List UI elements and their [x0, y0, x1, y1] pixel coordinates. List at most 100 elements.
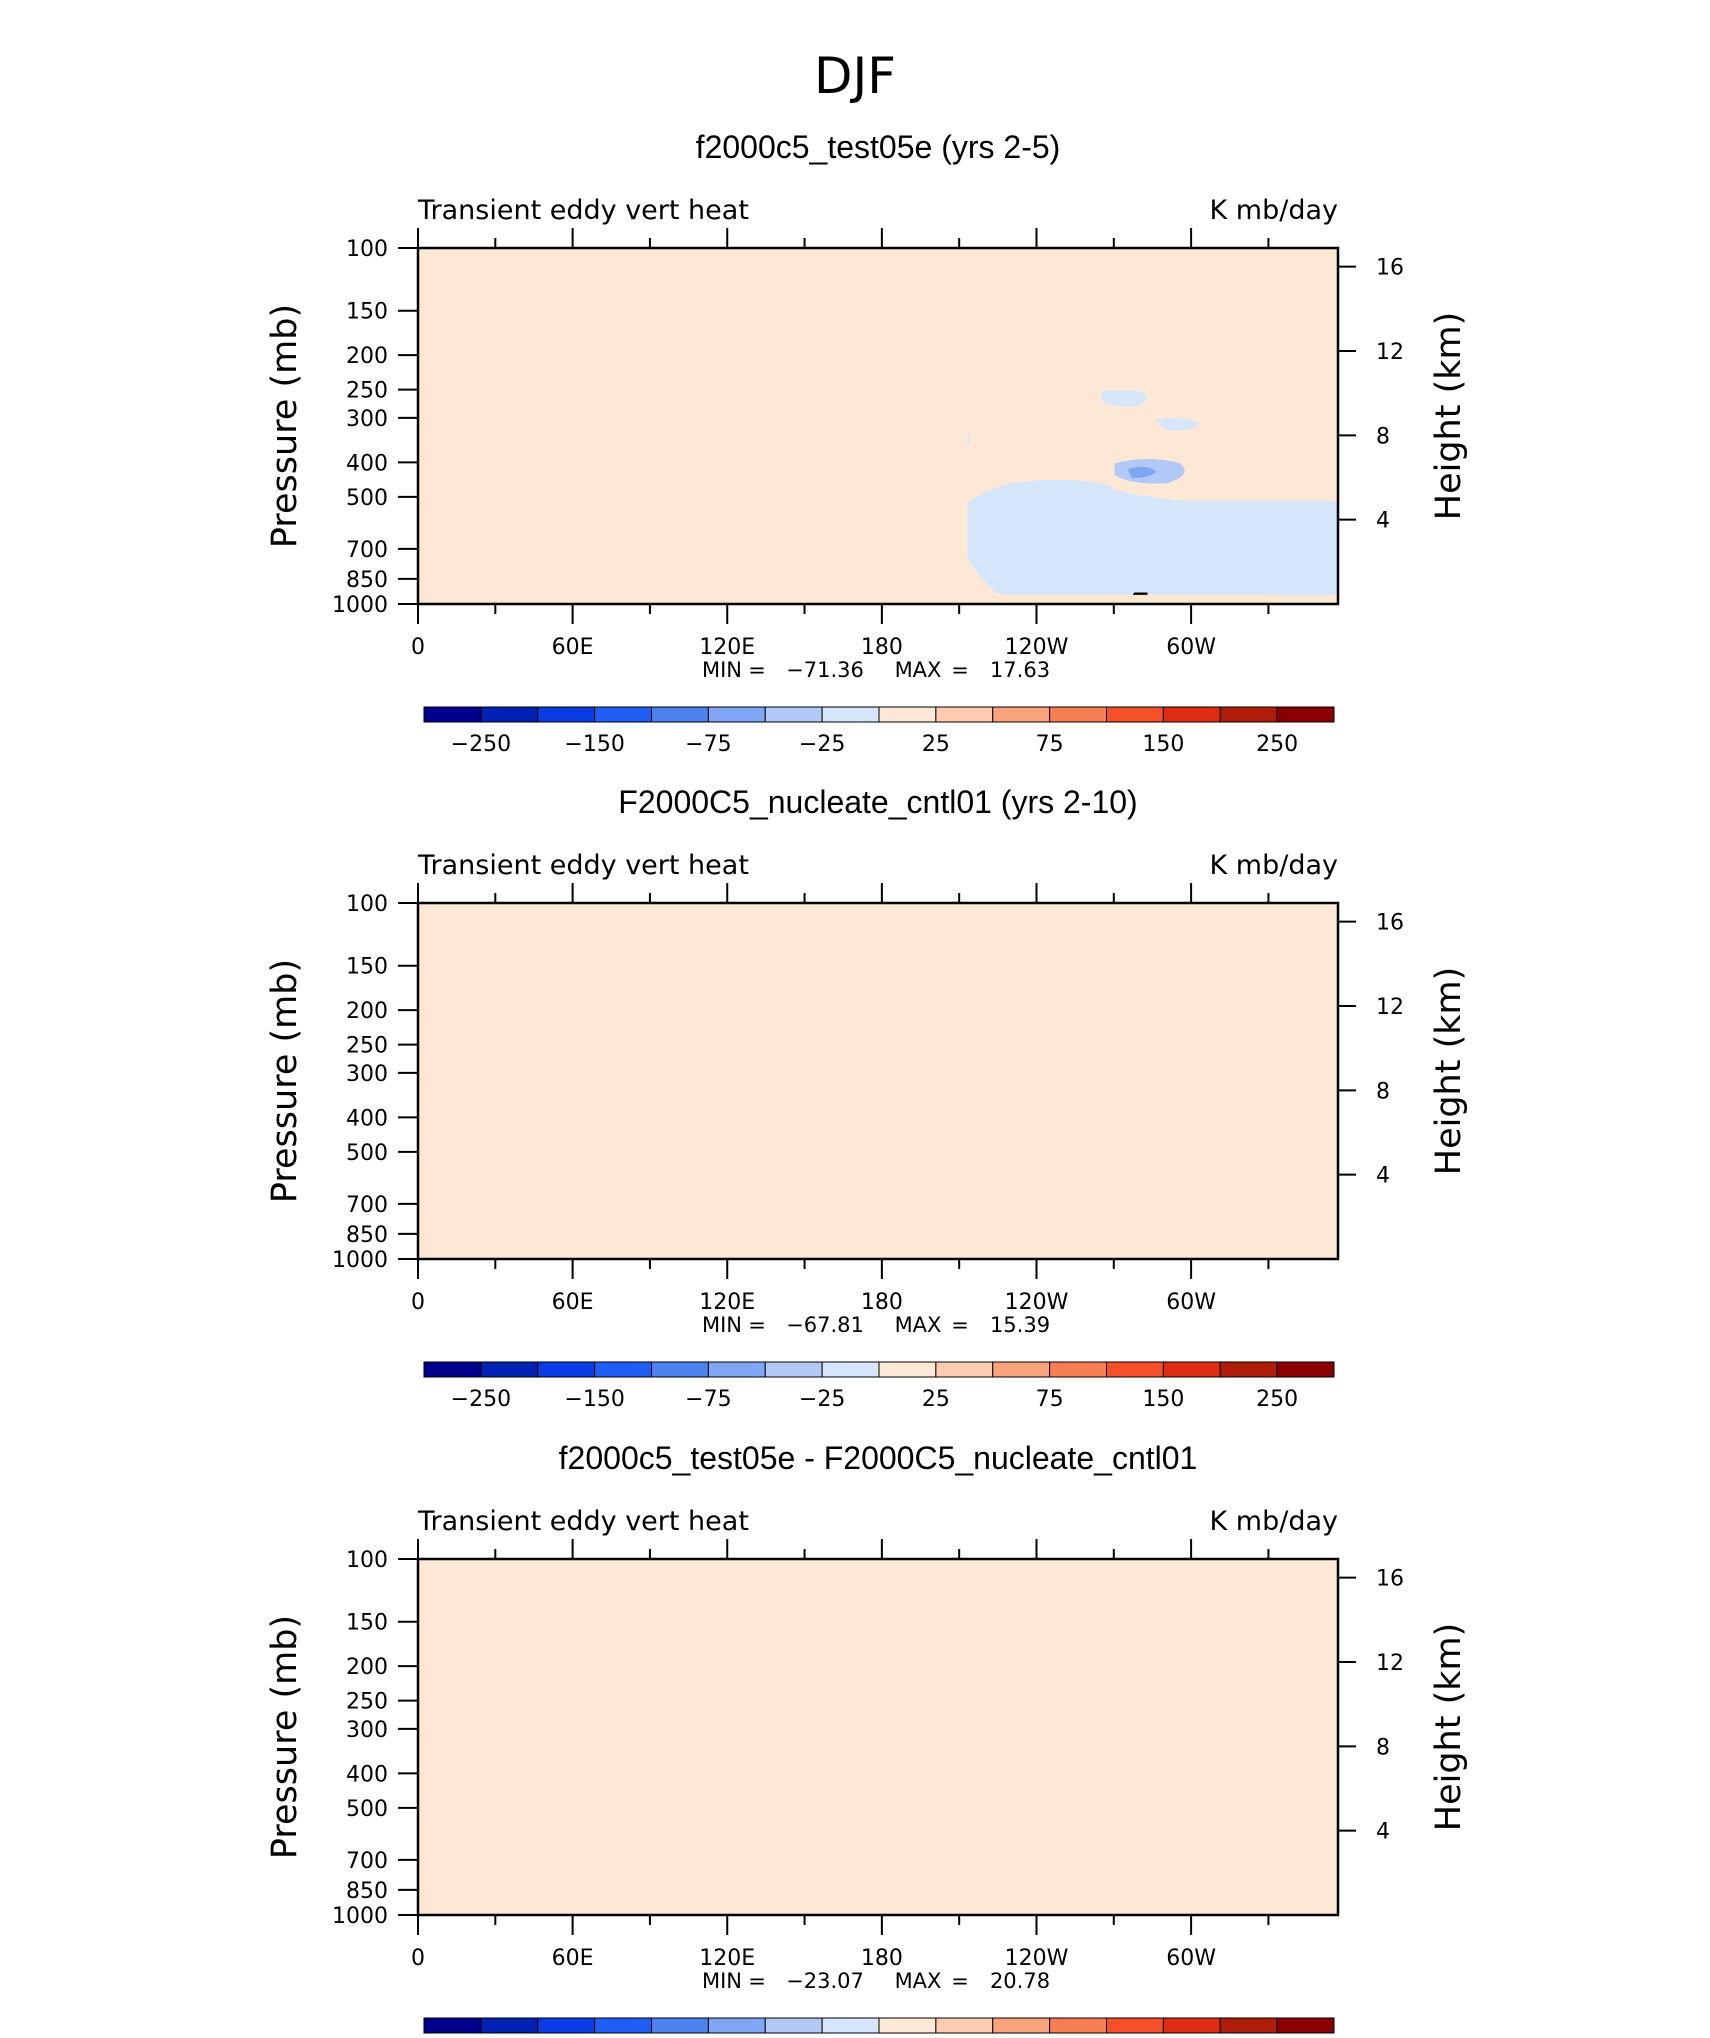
colorbar-swatch — [1106, 1361, 1164, 1378]
colorbar-swatch — [423, 1361, 482, 1378]
plot-background — [418, 1559, 1338, 1915]
colorbar-swatch — [651, 2017, 709, 2034]
y-tick-label: 850 — [346, 1223, 388, 1248]
height-tick-label: 4 — [1376, 509, 1390, 534]
x-tick-label: 120W — [1005, 1946, 1069, 1971]
contour-region-3 — [1101, 390, 1147, 407]
colorbar-swatch — [423, 706, 482, 723]
colorbar-swatch — [935, 2017, 994, 2034]
colorbar-swatch — [1049, 1361, 1107, 1378]
stat-max-label: MAX — [895, 1969, 942, 1993]
contour-region-5 — [1272, 577, 1339, 595]
y-tick-label: 300 — [346, 1718, 388, 1743]
y-tick-label: 100 — [346, 237, 388, 262]
x-tick-label: 120W — [1005, 635, 1069, 660]
stat-min-value: −71.36 — [786, 658, 864, 682]
height-axis-label: Height (km) — [1429, 1623, 1469, 1832]
colorbar-swatch — [764, 706, 823, 723]
colorbar-label: −75 — [685, 732, 731, 757]
colorbar-label: −150 — [564, 732, 624, 757]
contour-region-11 — [1127, 466, 1157, 478]
colorbar-swatch — [821, 706, 880, 723]
height-tick-label: 8 — [1376, 1079, 1390, 1104]
height-tick-label: 16 — [1376, 1567, 1404, 1592]
y-tick-label: 850 — [346, 568, 388, 593]
contour-region-4 — [1154, 417, 1200, 431]
colorbar-swatch — [1106, 2017, 1164, 2034]
y-axis-label: Pressure (mb) — [265, 1615, 305, 1859]
colorbar-swatch — [537, 706, 596, 723]
height-axis-label: Height (km) — [1429, 967, 1469, 1176]
colorbar-swatch — [764, 2017, 823, 2034]
stat-equals: = — [951, 658, 969, 682]
stat-min-value: −23.07 — [786, 1969, 864, 1993]
y-tick-label: 850 — [346, 1879, 388, 1904]
y-tick-label: 500 — [346, 1141, 388, 1166]
colorbar-swatch — [594, 706, 652, 723]
topography — [1132, 592, 1148, 595]
x-tick-label: 120W — [1005, 1290, 1069, 1315]
x-tick-label: 60W — [1166, 635, 1216, 660]
panel-left-label: Transient eddy vert heat — [417, 850, 749, 881]
colorbar-swatch — [1276, 706, 1335, 723]
colorbar-swatch — [935, 1361, 994, 1378]
colorbar: −80−40−100104080 — [423, 2017, 1335, 2034]
height-tick-label: 12 — [1376, 1651, 1404, 1676]
y-tick-label: 700 — [346, 1193, 388, 1218]
y-tick-label: 200 — [346, 1655, 388, 1680]
y-tick-label: 150 — [346, 300, 388, 325]
colorbar-swatch — [935, 706, 994, 723]
colorbar-swatch — [1162, 2017, 1221, 2034]
colorbar-swatch — [764, 1361, 823, 1378]
y-tick-label: 500 — [346, 486, 388, 511]
x-tick-label: 120E — [699, 1290, 755, 1315]
stat-equals: = — [748, 1313, 766, 1337]
colorbar-swatch — [537, 1361, 596, 1378]
colorbar-swatch — [878, 1361, 937, 1378]
y-tick-label: 100 — [346, 892, 388, 917]
colorbar-swatch — [1162, 1361, 1221, 1378]
y-tick-label: 1000 — [332, 593, 388, 618]
y-tick-label: 1000 — [332, 1248, 388, 1273]
colorbar-label: 150 — [1142, 732, 1184, 757]
y-tick-label: 700 — [346, 538, 388, 563]
colorbar-swatch — [878, 2017, 937, 2034]
colorbar-label: 75 — [1036, 1387, 1064, 1412]
x-tick-label: 180 — [861, 635, 903, 660]
stat-equals: = — [748, 658, 766, 682]
y-tick-label: 200 — [346, 999, 388, 1024]
y-tick-label: 150 — [346, 1611, 388, 1636]
colorbar-swatch — [707, 706, 766, 723]
colorbar-swatch — [1106, 706, 1164, 723]
x-tick-label: 180 — [861, 1946, 903, 1971]
colorbar-swatch — [1049, 706, 1107, 723]
height-tick-label: 8 — [1376, 424, 1390, 449]
chart-panel-2: F2000C5_nucleate_cntl01 (yrs 2-10) Transi… — [265, 784, 1469, 1412]
colorbar-swatch — [594, 1361, 652, 1378]
height-tick-label: 8 — [1376, 1735, 1390, 1760]
x-tick-label: 0 — [411, 1290, 425, 1315]
x-tick-label: 0 — [411, 635, 425, 660]
colorbar-label: 150 — [1142, 1387, 1184, 1412]
colorbar-swatch — [1276, 1361, 1335, 1378]
chart-panel-3: f2000c5_test05e - F2000C5_nucleate_cntl0… — [265, 1440, 1469, 2034]
colorbar-swatch — [480, 706, 539, 723]
colorbar-swatch — [1219, 2017, 1278, 2034]
colorbar-swatch — [707, 2017, 766, 2034]
panel-units-label: K mb/day — [1210, 850, 1339, 881]
x-tick-label: 120E — [699, 635, 755, 660]
stat-equals: = — [748, 1969, 766, 1993]
panel-title: f2000c5_test05e (yrs 2-5) — [696, 129, 1061, 165]
colorbar-swatch — [1219, 1361, 1278, 1378]
y-tick-label: 400 — [346, 1762, 388, 1787]
panel-left-label: Transient eddy vert heat — [417, 195, 749, 226]
colorbar-swatch — [992, 706, 1051, 723]
y-tick-label: 250 — [346, 379, 388, 404]
x-tick-label: 0 — [411, 1946, 425, 1971]
stat-min-value: −67.81 — [786, 1313, 864, 1337]
y-tick-label: 200 — [346, 344, 388, 369]
height-tick-label: 12 — [1376, 995, 1404, 1020]
y-tick-label: 500 — [346, 1797, 388, 1822]
colorbar: −250 −150 −75 −25 25 75 150 250 — [423, 1361, 1335, 1412]
height-tick-label: 4 — [1376, 1164, 1390, 1189]
